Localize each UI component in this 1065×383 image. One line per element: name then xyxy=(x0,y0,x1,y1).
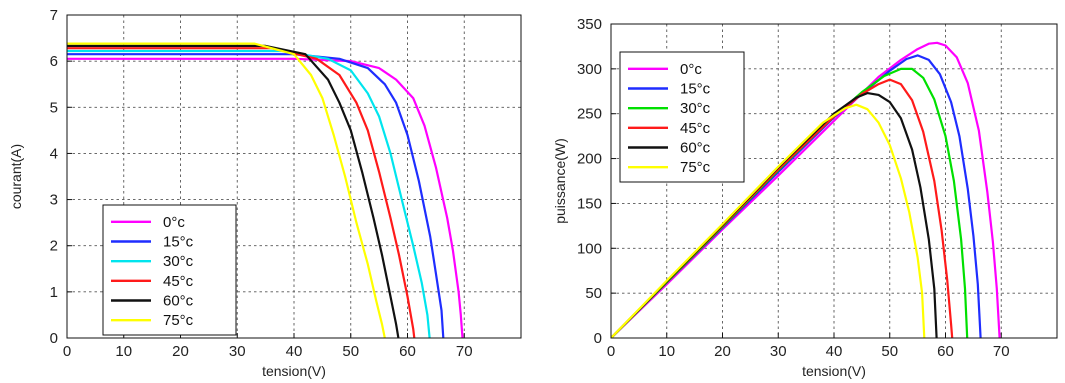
iv-ytick-label-5: 5 xyxy=(50,99,58,116)
pv-ytick-label-2: 100 xyxy=(577,240,602,257)
iv-ytick-label-0: 0 xyxy=(50,330,58,347)
iv-xtick-label-7: 70 xyxy=(456,343,473,360)
iv-ytick-label-6: 6 xyxy=(50,53,58,70)
iv-series-line-1 xyxy=(67,53,445,338)
iv-ytick-label-1: 1 xyxy=(50,284,58,301)
pv-xtick-label-2: 20 xyxy=(714,343,731,360)
iv-x-axis-label: tension(V) xyxy=(262,363,326,379)
pv-xtick-label-3: 30 xyxy=(770,343,787,360)
pv-xtick-label-6: 60 xyxy=(937,343,954,360)
iv-legend-label-1: 15°c xyxy=(163,234,194,251)
pv-ytick-label-7: 350 xyxy=(577,16,602,33)
iv-xtick-label-1: 10 xyxy=(115,343,132,360)
pv-ytick-label-3: 150 xyxy=(577,195,602,212)
iv-ytick-label-7: 7 xyxy=(50,7,58,24)
pv-xtick-label-7: 70 xyxy=(993,343,1010,360)
iv-legend-label-4: 60°c xyxy=(163,293,194,310)
iv-xtick-label-3: 30 xyxy=(229,343,246,360)
pv-ytick-label-5: 250 xyxy=(577,106,602,123)
pv-xtick-label-1: 10 xyxy=(658,343,675,360)
pv-xtick-label-0: 0 xyxy=(607,343,615,360)
iv-series-line-0 xyxy=(67,57,464,338)
iv-series-group xyxy=(67,42,464,338)
pv-ytick-label-4: 200 xyxy=(577,151,602,168)
iv-legend-label-3: 45°c xyxy=(163,273,194,290)
iv-xtick-label-0: 0 xyxy=(63,343,71,360)
pv-legend-label-4: 60°c xyxy=(680,140,711,157)
pv-ytick-label-6: 300 xyxy=(577,61,602,78)
iv-series-line-5 xyxy=(67,42,386,338)
pv-ytick-label-0: 0 xyxy=(594,330,602,347)
pv-ytick-label-1: 50 xyxy=(585,285,602,302)
iv-xtick-label-2: 20 xyxy=(172,343,189,360)
iv-legend-label-0: 0°c xyxy=(163,214,185,231)
iv-xtick-label-4: 40 xyxy=(286,343,303,360)
iv-xtick-label-5: 50 xyxy=(342,343,359,360)
pv-x-axis-label: tension(V) xyxy=(802,363,866,379)
pv-legend-label-3: 45°c xyxy=(680,120,711,137)
pv-legend-label-2: 30°c xyxy=(680,100,711,117)
iv-legend-label-2: 30°c xyxy=(163,253,194,270)
iv-ytick-label-4: 4 xyxy=(50,145,58,162)
pv-xtick-label-4: 40 xyxy=(826,343,843,360)
iv-series-line-4 xyxy=(67,44,400,338)
pv-legend-label-0: 0°c xyxy=(680,61,702,78)
pv-series-line-5 xyxy=(611,103,926,338)
pv-xtick-label-5: 50 xyxy=(881,343,898,360)
iv-series-line-2 xyxy=(67,49,431,338)
iv-ytick-label-2: 2 xyxy=(50,238,58,255)
pv-legend-box xyxy=(619,51,745,183)
iv-ytick-label-3: 3 xyxy=(50,192,58,209)
pv-chart: 0 10 20 30 40 50 60 70 0 50 100 150 200 250 300 350 tens… xyxy=(552,16,1058,379)
iv-chart: 0 10 20 30 40 50 60 70 0 1 2 3 4 5 6 7 tension(V) courant… xyxy=(8,7,522,379)
pv-legend-label-5: 75°c xyxy=(680,159,711,176)
pv-legend-label-1: 15°c xyxy=(680,81,711,98)
pv-y-axis-label: puissance(W) xyxy=(552,138,568,224)
iv-plot-frame xyxy=(66,14,522,339)
iv-xtick-label-6: 60 xyxy=(399,343,416,360)
iv-legend-label-5: 75°c xyxy=(163,312,194,329)
pv-series-group xyxy=(611,41,1001,338)
iv-legend-box xyxy=(102,204,237,336)
iv-y-axis-label: courant(A) xyxy=(8,144,24,209)
pv-plot-frame xyxy=(610,23,1058,339)
pv-series-line-0 xyxy=(611,41,1001,338)
